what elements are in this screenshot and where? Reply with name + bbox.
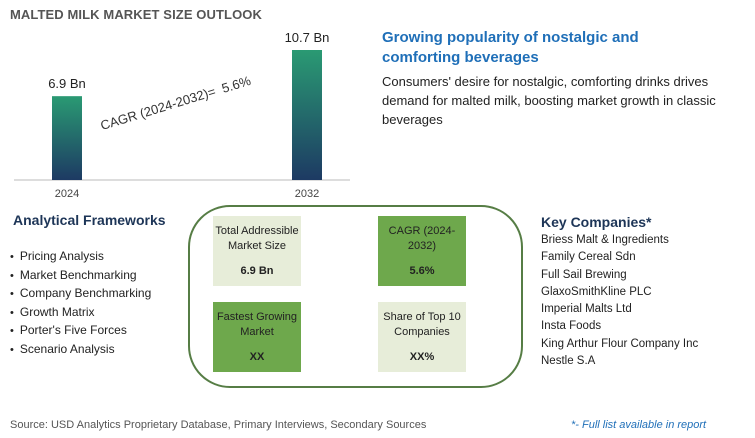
- top10-share-card: Share of Top 10 Companies XX%: [378, 302, 466, 372]
- framework-item: Porter's Five Forces: [10, 322, 151, 341]
- fastest-market-card: Fastest Growing Market XX: [213, 302, 301, 372]
- tam-label: Total Addressible Market Size: [215, 225, 299, 252]
- framework-item: Growth Matrix: [10, 304, 151, 323]
- company-item: Nestle S.A: [541, 355, 596, 368]
- cagr-card-label: CAGR (2024-2032): [388, 225, 456, 252]
- company-item: Family Cereal Sdn: [541, 251, 636, 264]
- cagr-card-value: 5.6%: [409, 265, 435, 277]
- company-item: Insta Foods: [541, 320, 602, 333]
- fastest-market-label: Fastest Growing Market: [216, 311, 298, 338]
- bar-chart: 6.9 Bn 2024 10.7 Bn 2032: [14, 30, 350, 200]
- company-item: Briess Malt & Ingredients: [541, 234, 669, 246]
- framework-item: Pricing Analysis: [10, 248, 151, 267]
- company-item: GlaxoSmithKline PLC: [541, 285, 652, 298]
- bar-2032: [292, 50, 322, 180]
- bar-value-label: 10.7 Bn: [285, 30, 330, 45]
- companies-list: Briess Malt & Ingredients Family Cereal …: [541, 232, 698, 370]
- top10-share-label: Share of Top 10 Companies: [383, 311, 461, 338]
- source-note: Source: USD Analytics Proprietary Databa…: [10, 419, 427, 431]
- cagr-card: CAGR (2024-2032) 5.6%: [378, 216, 466, 286]
- bar-value-label: 6.9 Bn: [48, 76, 86, 91]
- chart-title: MALTED MILK MARKET SIZE OUTLOOK: [10, 7, 263, 22]
- company-item: Full Sail Brewing: [541, 268, 627, 281]
- metrics-panel: [188, 205, 523, 388]
- company-item: King Arthur Flour Company Inc: [541, 337, 699, 350]
- companies-title: Key Companies*: [541, 214, 652, 230]
- tam-card: Total Addressible Market Size 6.9 Bn: [213, 216, 301, 286]
- headline: Growing popularity of nostalgic and comf…: [382, 29, 639, 66]
- framework-item: Company Benchmarking: [10, 285, 151, 304]
- framework-item: Scenario Analysis: [10, 341, 151, 360]
- top10-share-value: XX%: [409, 351, 435, 363]
- tam-value: 6.9 Bn: [240, 265, 274, 277]
- x-tick-label: 2032: [295, 188, 319, 200]
- frameworks-list: Pricing Analysis Market Benchmarking Com…: [10, 248, 151, 359]
- bars-layer: 6.9 Bn 2024 10.7 Bn 2032: [48, 30, 329, 200]
- bar-2024: [52, 96, 82, 180]
- frameworks-title: Analytical Frameworks: [13, 212, 166, 228]
- x-tick-label: 2024: [55, 188, 79, 200]
- framework-item: Market Benchmarking: [10, 267, 151, 286]
- company-item: Imperial Malts Ltd: [541, 303, 632, 316]
- footnote: *- Full list available in report: [571, 419, 707, 431]
- fastest-market-value: XX: [249, 351, 265, 363]
- description: Consumers' desire for nostalgic, comfort…: [382, 74, 716, 127]
